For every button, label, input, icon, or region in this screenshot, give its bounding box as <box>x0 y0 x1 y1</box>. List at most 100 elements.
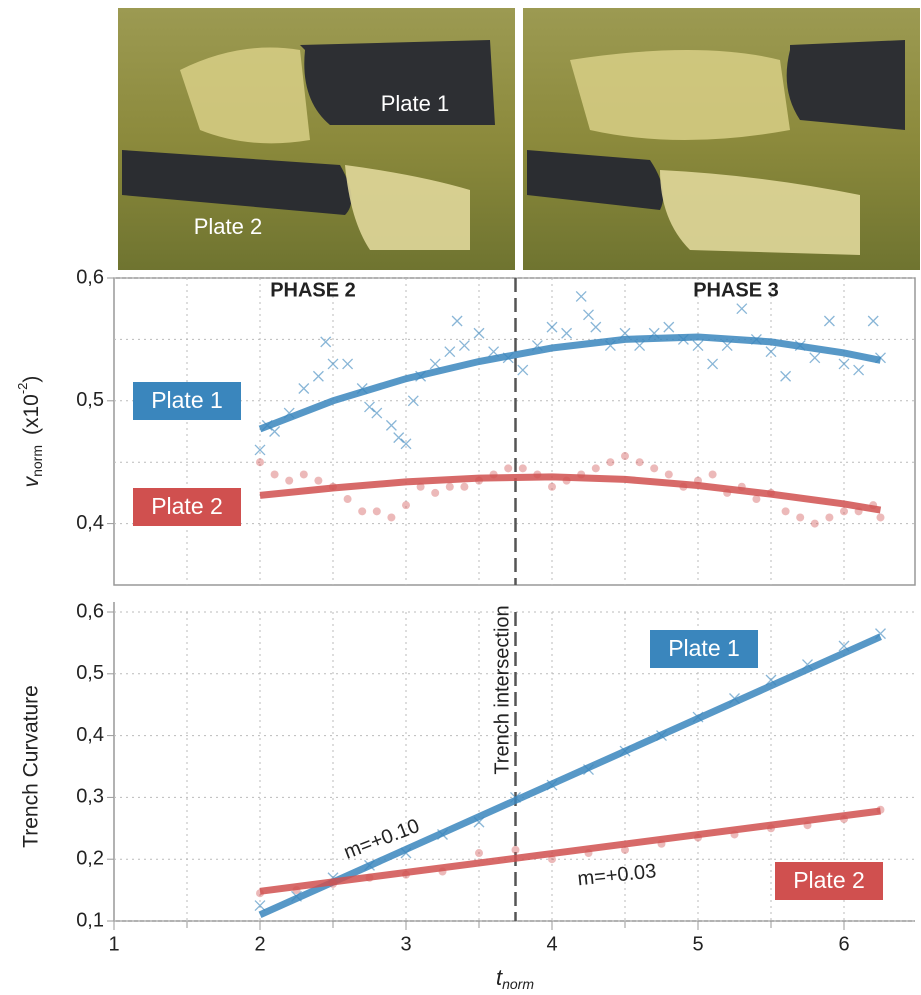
data-point <box>780 370 792 382</box>
data-point <box>475 849 483 858</box>
fit-line <box>259 807 881 895</box>
data-point <box>256 458 264 467</box>
y-axis-label-part: -2 <box>15 383 30 395</box>
data-point <box>254 444 266 456</box>
data-point <box>372 507 381 516</box>
legend-label: Plate 1 <box>151 387 223 413</box>
y-axis-label-part: v <box>20 475 43 487</box>
annotation: PHASE 3 <box>693 279 779 301</box>
data-point <box>736 303 748 315</box>
data-point <box>606 458 615 467</box>
y-tick-label: 0,6 <box>76 600 104 622</box>
chart: 0,4 0,5 0,6 Plate 1 Plate 2 PHASE 2 PHASE 3 vno… <box>15 266 916 586</box>
fit-line <box>258 633 882 919</box>
annotation: Trench intersection <box>491 605 513 774</box>
data-point <box>635 458 644 467</box>
data-point <box>320 336 332 348</box>
data-point <box>621 452 629 461</box>
x-axis-label-part: norm <box>502 976 534 992</box>
data-point <box>431 488 440 497</box>
data-point <box>445 482 454 491</box>
data-point <box>393 432 405 444</box>
data-point <box>451 315 463 327</box>
data-point <box>473 327 485 339</box>
data-point <box>385 419 397 431</box>
photo-label: Plate 2 <box>194 214 263 239</box>
photo-right <box>523 8 920 270</box>
data-point <box>299 470 308 479</box>
data-point <box>708 470 717 479</box>
data-point <box>583 309 594 321</box>
data-point <box>254 900 266 912</box>
y-tick-label: 0,2 <box>76 847 104 869</box>
data-point <box>343 495 352 504</box>
data-point <box>460 482 469 491</box>
data-point <box>561 327 573 339</box>
x-tick-label: 5 <box>692 933 703 955</box>
data-point <box>621 845 629 854</box>
annotation: m=+0.03 <box>577 860 658 890</box>
data-point <box>692 340 704 351</box>
data-point <box>664 470 673 479</box>
x-axis-label: tnorm <box>496 965 534 992</box>
fit-line <box>258 333 882 433</box>
data-point <box>402 501 410 510</box>
data-point <box>444 346 456 358</box>
data-point <box>285 476 294 485</box>
legend-label: Plate 1 <box>668 635 740 661</box>
data-point <box>312 370 324 382</box>
data-point <box>298 383 310 394</box>
data-point <box>358 507 367 516</box>
data-point <box>575 290 587 302</box>
data-point <box>650 464 659 473</box>
legend-box <box>650 630 758 668</box>
legend-box <box>775 862 883 900</box>
y-tick-label: 0,4 <box>76 512 104 534</box>
data-point <box>342 358 354 370</box>
y-tick-label: 0,4 <box>76 724 104 746</box>
data-point <box>364 401 375 413</box>
y-tick-label: 0,3 <box>76 786 104 808</box>
data-point <box>707 358 719 370</box>
data-point <box>429 358 441 370</box>
data-point <box>752 495 761 504</box>
data-point <box>518 464 527 473</box>
y-tick-label: 0,5 <box>76 389 104 411</box>
data-point <box>823 315 835 327</box>
x-tick-label: 4 <box>546 933 557 955</box>
y-axis-label: vnorm (x10-2) <box>15 376 44 488</box>
legend-box <box>133 488 241 526</box>
data-point <box>387 513 396 522</box>
data-point <box>314 476 323 485</box>
data-point <box>458 340 470 351</box>
data-point <box>781 507 790 516</box>
data-point <box>511 845 520 854</box>
data-point <box>371 407 383 419</box>
annotation: PHASE 2 <box>270 279 356 301</box>
photo-label: Plate 1 <box>381 91 450 116</box>
y-tick-label: 0,5 <box>76 662 104 684</box>
data-point <box>546 321 558 333</box>
x-tick-label: 2 <box>254 933 265 955</box>
data-point <box>591 464 600 473</box>
x-tick-label: 6 <box>838 933 849 955</box>
data-point <box>809 352 821 364</box>
data-point <box>590 321 602 333</box>
data-point <box>270 470 279 479</box>
data-point <box>867 315 879 327</box>
fit-line <box>259 473 882 514</box>
legend-label: Plate 2 <box>793 867 865 893</box>
y-axis-label-part: ) <box>20 376 43 383</box>
y-axis-label: Trench Curvature <box>20 685 43 848</box>
y-tick-label: 0,1 <box>76 909 104 931</box>
data-point <box>517 364 529 376</box>
data-point <box>416 482 425 491</box>
legend-label: Plate 2 <box>151 493 223 519</box>
data-point <box>765 346 777 358</box>
x-axis-label-part: t <box>496 965 503 990</box>
data-point <box>840 507 848 516</box>
data-point <box>796 513 805 522</box>
data-point <box>876 513 885 522</box>
data-point <box>838 358 850 370</box>
